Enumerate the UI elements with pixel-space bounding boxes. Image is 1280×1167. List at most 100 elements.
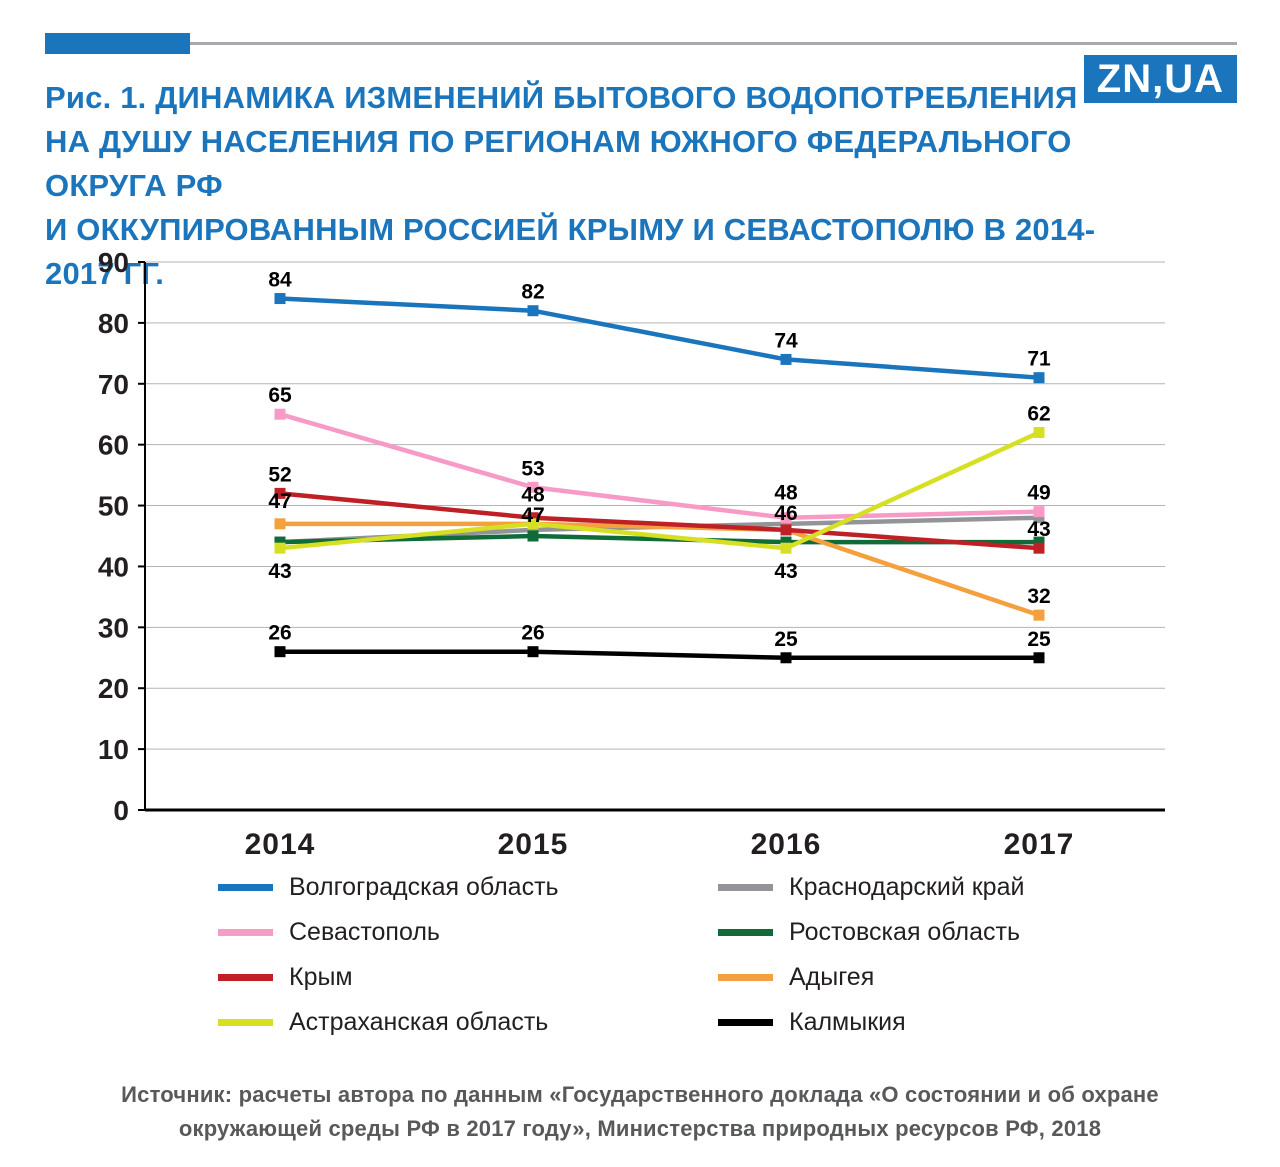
- series-marker: [274, 646, 286, 658]
- series-marker: [527, 524, 539, 536]
- data-label: 25: [774, 628, 798, 651]
- data-label: 43: [268, 560, 291, 583]
- header-rule-line: [190, 42, 1237, 45]
- data-label: 62: [1027, 402, 1050, 425]
- series-line-0: [279, 296, 1040, 380]
- figure-title-line-3: И ОККУПИРОВАННЫМ РОССИЕЙ КРЫМУ И СЕВАСТО…: [45, 212, 1096, 291]
- series-marker: [1033, 372, 1045, 384]
- legend-item: Краснодарский край: [718, 872, 1218, 903]
- series-line-1: [279, 412, 1040, 520]
- x-axis-tick-label: 2017: [1004, 828, 1075, 860]
- y-axis-tick-label: 60: [98, 430, 129, 461]
- series-marker: [1033, 426, 1045, 438]
- series-marker: [274, 542, 286, 554]
- legend-swatch: [218, 974, 273, 981]
- y-axis-tick-label: 50: [98, 491, 129, 522]
- data-label: 47: [268, 490, 291, 513]
- y-axis-tick-label: 20: [98, 673, 129, 704]
- series-marker: [1033, 652, 1045, 664]
- y-axis-tick-label: 40: [98, 551, 129, 582]
- source-note-line-2: окружающей среды РФ в 2017 году», Минист…: [178, 1116, 1102, 1141]
- series-marker: [527, 305, 539, 317]
- data-label: 26: [521, 622, 544, 645]
- legend-label: Ростовская область: [789, 918, 1020, 946]
- series-marker: [780, 542, 792, 554]
- data-label: 25: [1027, 628, 1051, 651]
- data-label: 47: [521, 504, 544, 527]
- legend-item: Волгоградская область: [218, 872, 718, 903]
- line-chart: 0 10 20 30 40 50 60 70 80 90 2014 2015 2016 2017 84 82 7…: [98, 247, 1165, 860]
- series-marker: [527, 530, 539, 542]
- y-axis-tick-label: 10: [98, 734, 129, 765]
- y-axis-tick-label: 70: [98, 369, 129, 400]
- x-axis-tick-label: 2016: [751, 828, 822, 860]
- data-label: 26: [268, 622, 291, 645]
- data-label: 32: [1027, 585, 1050, 608]
- znua-logo: ZN,UA: [1083, 55, 1237, 103]
- data-label: 48: [521, 484, 545, 507]
- legend-swatch: [218, 1019, 273, 1026]
- series-marker: [780, 353, 792, 365]
- legend-item: Адыгея: [718, 962, 1218, 993]
- figure-title-line-2: НА ДУШУ НАСЕЛЕНИЯ ПО РЕГИОНАМ ЮЖНОГО ФЕД…: [45, 124, 1072, 203]
- x-axis-tick-label: 2015: [498, 828, 569, 860]
- series-marker: [527, 512, 539, 524]
- series-line-2: [279, 491, 1040, 551]
- series-marker: [1033, 609, 1045, 621]
- series-marker: [1033, 506, 1045, 518]
- legend-swatch: [718, 1019, 773, 1026]
- legend-swatch: [718, 974, 773, 981]
- y-axis-tick-label: 90: [98, 247, 129, 278]
- series-line-5: [279, 533, 1039, 545]
- series-marker: [527, 518, 539, 530]
- legend-label: Крым: [289, 963, 353, 991]
- data-label: 43: [774, 560, 797, 583]
- y-axis-tick-label: 0: [113, 795, 129, 826]
- series-marker: [274, 518, 286, 530]
- header-accent-bar: [45, 33, 190, 54]
- series-marker: [527, 481, 539, 493]
- legend-item: Калмыкия: [718, 1007, 1218, 1038]
- data-label: 48: [774, 482, 798, 505]
- y-axis-tick-label: 80: [98, 308, 129, 339]
- data-label: 53: [521, 457, 544, 480]
- series-marker: [274, 293, 286, 305]
- legend-swatch: [718, 929, 773, 936]
- data-label: 43: [1027, 518, 1050, 541]
- legend-item: Севастополь: [218, 917, 718, 948]
- data-label: 71: [1027, 348, 1051, 371]
- source-note: Источник: расчеты автора по данным «Госу…: [0, 1078, 1280, 1146]
- series-line-3: [279, 430, 1040, 551]
- chart-legend: Волгоградская область Севастополь Крым Астр…: [0, 872, 1280, 1038]
- series-marker: [1033, 536, 1045, 548]
- series-marker: [527, 646, 539, 658]
- data-label: 84: [268, 269, 292, 292]
- series-marker: [1033, 542, 1045, 554]
- series-line-6: [280, 521, 1040, 618]
- legend-column: Волгоградская область Севастополь Крым Астр…: [218, 872, 718, 1038]
- legend-item: Астраханская область: [218, 1007, 718, 1038]
- data-label: 65: [268, 384, 292, 407]
- figure-title: Рис. 1. ДИНАМИКА ИЗМЕНЕНИЙ БЫТОВОГО ВОДО…: [45, 76, 1105, 296]
- series-marker: [780, 536, 792, 548]
- legend-item: Крым: [218, 962, 718, 993]
- legend-label: Волгоградская область: [289, 873, 559, 901]
- x-axis-tick-label: 2014: [245, 828, 316, 860]
- series-marker: [1033, 512, 1045, 524]
- data-label: 82: [521, 281, 544, 304]
- series-marker: [274, 536, 286, 548]
- legend-item: Ростовская область: [718, 917, 1218, 948]
- figure-title-line-1: Рис. 1. ДИНАМИКА ИЗМЕНЕНИЙ БЫТОВОГО ВОДО…: [45, 80, 1078, 115]
- legend-swatch: [718, 884, 773, 891]
- series-marker: [780, 512, 792, 524]
- series-marker: [780, 518, 792, 530]
- series-marker: [274, 487, 286, 499]
- legend-swatch: [218, 884, 273, 891]
- y-axis-tick-label: 30: [98, 612, 129, 643]
- legend-label: Севастополь: [289, 918, 440, 946]
- data-label: 74: [774, 329, 798, 352]
- data-label: 49: [1027, 482, 1050, 505]
- legend-label: Адыгея: [789, 963, 875, 991]
- legend-label: Краснодарский край: [789, 873, 1025, 901]
- data-label: 46: [774, 502, 797, 525]
